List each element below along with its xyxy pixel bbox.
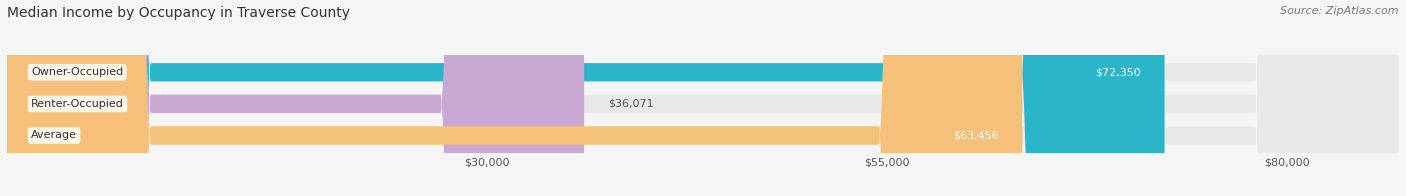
Text: $63,456: $63,456 [953,131,998,141]
FancyBboxPatch shape [7,0,1022,196]
FancyBboxPatch shape [7,0,583,196]
Text: Owner-Occupied: Owner-Occupied [31,67,124,77]
Text: Source: ZipAtlas.com: Source: ZipAtlas.com [1281,6,1399,16]
Text: $72,350: $72,350 [1095,67,1140,77]
Text: Median Income by Occupancy in Traverse County: Median Income by Occupancy in Traverse C… [7,6,350,20]
Text: $36,071: $36,071 [609,99,654,109]
FancyBboxPatch shape [7,0,1399,196]
Text: Average: Average [31,131,77,141]
FancyBboxPatch shape [7,0,1399,196]
FancyBboxPatch shape [7,0,1399,196]
FancyBboxPatch shape [7,0,1164,196]
Text: Renter-Occupied: Renter-Occupied [31,99,124,109]
